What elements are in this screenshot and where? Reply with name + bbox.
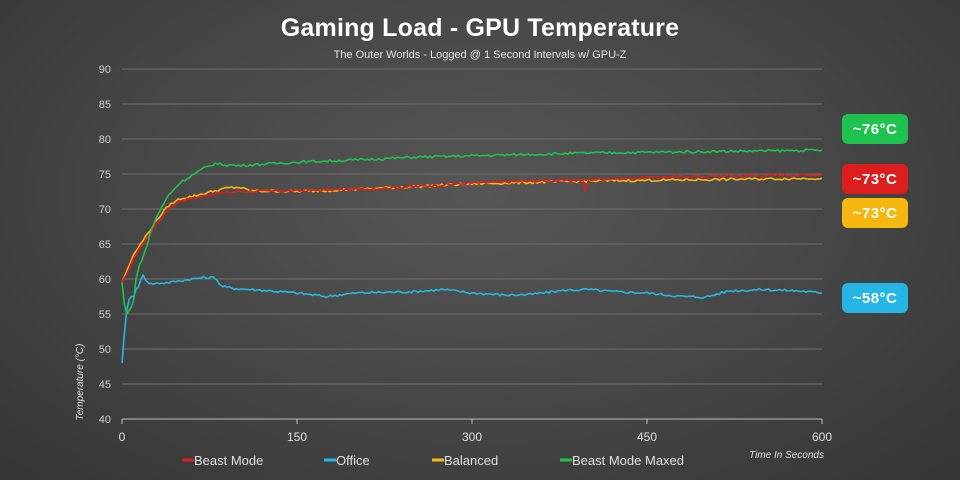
chart-title: Gaming Load - GPU Temperature — [280, 14, 680, 42]
series-line-balanced — [121, 177, 823, 283]
y-axis-ticks: 40 45 50 55 60 65 70 75 80 85 90 — [99, 64, 111, 426]
series-line-beast-mode — [121, 173, 823, 283]
x-tick-label: 600 — [812, 430, 832, 444]
x-tick-label: 150 — [287, 430, 307, 444]
callout-badge: ~73°C — [842, 164, 908, 194]
x-axis-label: Time In Seconds — [749, 450, 824, 461]
series-lines — [121, 148, 823, 364]
callout-badge: ~73°C — [842, 198, 908, 228]
x-axis-ticks: 0 150 300 450 600 — [119, 419, 832, 444]
y-tick-label: 65 — [99, 239, 111, 251]
y-tick-label: 85 — [99, 99, 111, 111]
legend-label: Beast Mode — [194, 453, 263, 468]
legend: Beast Mode Office Balanced Beast Mode Maxed — [182, 453, 684, 468]
x-tick-label: 300 — [462, 430, 482, 444]
y-tick-label: 40 — [99, 414, 111, 426]
series-line-beast-mode-maxed — [121, 148, 823, 315]
callout-badge: ~76°C — [842, 114, 908, 144]
legend-label: Balanced — [444, 453, 498, 468]
callout-badge: ~58°C — [842, 283, 908, 313]
chart-subtitle: The Outer Worlds - Logged @ 1 Second Int… — [333, 49, 627, 61]
y-tick-label: 45 — [99, 379, 111, 391]
series-line-office — [121, 274, 823, 364]
y-tick-label: 80 — [99, 134, 111, 146]
x-tick-label: 0 — [119, 430, 126, 444]
y-tick-label: 55 — [99, 309, 111, 321]
y-tick-label: 75 — [99, 169, 111, 181]
legend-label: Beast Mode Maxed — [572, 453, 684, 468]
y-axis-label: Temperature (°C) — [75, 344, 86, 421]
legend-label: Office — [336, 453, 370, 468]
y-tick-label: 60 — [99, 274, 111, 286]
grid-lines — [122, 68, 822, 385]
y-tick-label: 70 — [99, 204, 111, 216]
y-tick-label: 50 — [99, 344, 111, 356]
x-tick-label: 450 — [637, 430, 657, 444]
y-tick-label: 90 — [99, 64, 111, 76]
